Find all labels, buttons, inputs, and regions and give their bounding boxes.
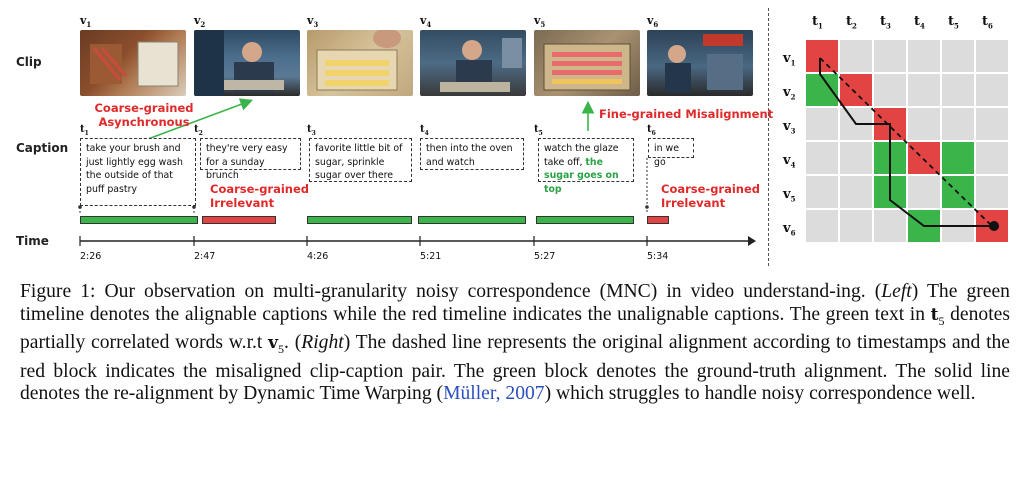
timeline-segment-3: [307, 216, 412, 224]
grid-cell-gray: [806, 176, 838, 208]
grid-cell-gray: [874, 210, 906, 242]
grid-row-label-3: v3: [783, 119, 796, 136]
grid-cell-gray: [976, 40, 1008, 72]
grid-cell-gray: [942, 74, 974, 106]
grid-row-label-5: v5: [783, 187, 796, 204]
grid-col-label-5: t5: [948, 14, 959, 31]
caption-5-plain: watch the glaze take off,: [544, 143, 619, 168]
clip-label-5: v5: [534, 14, 546, 30]
grid-cell-gray: [908, 40, 940, 72]
clip-thumbnail-4: [420, 30, 526, 96]
figure-caption: Figure 1: Our observation on multi-granu…: [20, 281, 1011, 405]
time-tick-5: 5:27: [534, 251, 556, 262]
grid-cell-green: [942, 142, 974, 174]
grid-row-label-6: v6: [783, 221, 796, 238]
grid-cell-gray: [840, 210, 872, 242]
time-tick-4: 5:21: [420, 251, 442, 262]
grid-cell-red: [908, 142, 940, 174]
clip-label-4: v4: [420, 14, 432, 30]
coarse-irrelevant-note-1: Coarse-grained Irrelevant: [210, 182, 310, 210]
caption-label-6: t6: [647, 124, 656, 137]
time-row-label: Time: [16, 234, 49, 248]
grid-cell-gray: [840, 40, 872, 72]
grid-cell-gray: [942, 108, 974, 140]
clip-label-1: v1: [80, 14, 92, 30]
caption-5-green: the sugar goes on top: [544, 156, 619, 195]
grid-cell-gray: [840, 142, 872, 174]
time-tick-1: 2:26: [80, 251, 102, 262]
grid-col-label-1: t1: [812, 14, 823, 31]
dtw-realignment-path: [819, 58, 994, 227]
fine-misalignment-note: Fine-grained Misalignment: [599, 107, 774, 121]
grid-col-label-3: t3: [880, 14, 891, 31]
caption-box-3: favorite little bit of sugar, sprinkle s…: [309, 138, 412, 182]
grid-cell-gray: [976, 176, 1008, 208]
clip-row-label: Clip: [16, 55, 42, 69]
grid-cell-gray: [806, 108, 838, 140]
clip-thumbnail-6: [647, 30, 753, 96]
clip-label-2: v2: [194, 14, 206, 30]
grid-cell-gray: [976, 74, 1008, 106]
grid-cell-gray: [806, 142, 838, 174]
caption-box-4: then into the oven and watch: [420, 138, 524, 170]
grid-row-label-4: v4: [783, 153, 796, 170]
coarse-async-note: Coarse-grained Asynchronous: [94, 101, 194, 129]
caption-box-1: take your brush and just lightly egg was…: [80, 138, 196, 206]
grid-cell-gray: [874, 40, 906, 72]
clip-label-3: v3: [307, 14, 319, 30]
coarse-irrelevant-note-2: Coarse-grained Irrelevant: [661, 182, 761, 210]
grid-cell-red: [840, 74, 872, 106]
time-tick-3: 4:26: [307, 251, 329, 262]
caption-label-5: t5: [534, 124, 543, 137]
timeline-segment-6: [647, 216, 669, 224]
caption-box-6: in we go: [648, 138, 694, 168]
time-tick-6: 5:34: [647, 251, 669, 262]
time-tick-2: 2:47: [194, 251, 216, 262]
grid-cell-gray: [806, 210, 838, 242]
annotation-arrows: [78, 98, 756, 246]
timeline-segment-5: [536, 216, 634, 224]
caption-box-2: they're very easy for a sunday brunch: [200, 138, 301, 181]
timestamp-alignment-dashed-line: [819, 57, 995, 229]
grid-row-label-2: v2: [783, 85, 796, 102]
caption-row-label: Caption: [16, 141, 69, 155]
path-end-dot: [989, 221, 999, 231]
grid-col-label-2: t2: [846, 14, 857, 31]
grid-row-label-1: v1: [783, 51, 796, 68]
grid-cell-gray: [874, 74, 906, 106]
grid-cell-gray: [908, 74, 940, 106]
grid-cell-red: [806, 40, 838, 72]
grid-col-label-6: t6: [982, 14, 993, 31]
caption-label-4: t4: [420, 124, 429, 137]
panel-divider: [768, 8, 769, 266]
grid-cell-gray: [942, 40, 974, 72]
timeline-segment-1: [80, 216, 198, 224]
clip-thumbnail-1: [80, 30, 186, 96]
grid-col-label-4: t4: [914, 14, 925, 31]
caption-label-2: t2: [194, 124, 203, 137]
caption-box-5: watch the glaze take off, the sugar goes…: [538, 138, 634, 195]
clip-label-6: v6: [647, 14, 659, 30]
grid-cell-gray: [908, 108, 940, 140]
grid-cell-gray: [976, 108, 1008, 140]
async-arrow: [147, 98, 253, 140]
grid-cell-gray: [908, 176, 940, 208]
clip-thumbnail-5: [534, 30, 640, 96]
citation-link[interactable]: Müller, 2007: [443, 383, 545, 405]
caption-label-1: t1: [80, 124, 89, 137]
alignment-grid: [806, 40, 1010, 244]
timeline-segment-2: [202, 216, 276, 224]
grid-cell-gray: [840, 176, 872, 208]
timeline-segment-4: [418, 216, 526, 224]
clip-thumbnail-3: [307, 30, 413, 96]
clip-thumbnail-2: [194, 30, 300, 96]
alignment-paths: [819, 57, 999, 231]
grid-cell-gray: [976, 142, 1008, 174]
caption-label-3: t3: [307, 124, 316, 137]
